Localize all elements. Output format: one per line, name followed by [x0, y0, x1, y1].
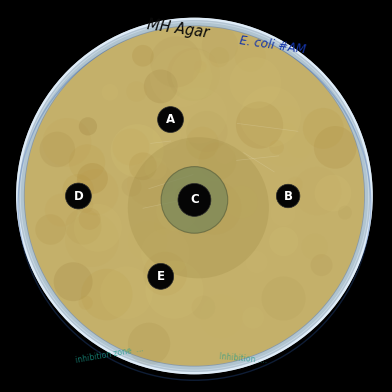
Circle shape — [269, 227, 298, 256]
Circle shape — [152, 121, 181, 150]
Circle shape — [16, 18, 373, 374]
Text: D: D — [74, 189, 83, 203]
Circle shape — [73, 169, 119, 215]
Circle shape — [315, 175, 351, 211]
Circle shape — [301, 234, 328, 260]
Circle shape — [77, 197, 93, 213]
Circle shape — [235, 41, 266, 72]
Circle shape — [45, 194, 78, 227]
Circle shape — [150, 36, 201, 87]
Circle shape — [25, 26, 364, 366]
Circle shape — [199, 143, 236, 180]
Circle shape — [16, 18, 373, 374]
Circle shape — [102, 84, 118, 101]
Circle shape — [236, 102, 283, 149]
Circle shape — [269, 140, 284, 154]
Circle shape — [193, 67, 213, 87]
Circle shape — [154, 214, 174, 234]
Circle shape — [77, 163, 108, 194]
Circle shape — [126, 82, 147, 102]
Circle shape — [18, 20, 370, 372]
Text: C: C — [190, 193, 199, 207]
Circle shape — [171, 87, 227, 143]
Circle shape — [113, 129, 149, 165]
Circle shape — [287, 134, 311, 158]
Circle shape — [111, 124, 164, 177]
Text: B: B — [284, 189, 292, 203]
Circle shape — [144, 69, 178, 103]
Text: Inhibition ....: Inhibition .... — [219, 352, 267, 365]
Circle shape — [186, 127, 219, 160]
Circle shape — [81, 269, 132, 320]
Circle shape — [230, 57, 281, 109]
Circle shape — [188, 181, 241, 234]
Circle shape — [156, 191, 198, 231]
Circle shape — [78, 296, 93, 310]
Circle shape — [79, 117, 97, 136]
Circle shape — [132, 45, 154, 67]
Text: E: E — [157, 270, 165, 283]
Circle shape — [35, 214, 66, 245]
Circle shape — [242, 307, 264, 328]
Circle shape — [40, 132, 75, 167]
Circle shape — [178, 183, 211, 216]
Circle shape — [171, 49, 221, 99]
Text: MH Agar: MH Agar — [146, 18, 211, 41]
Circle shape — [189, 186, 208, 205]
Circle shape — [21, 22, 368, 370]
Circle shape — [303, 108, 344, 149]
Circle shape — [314, 126, 357, 169]
Circle shape — [74, 204, 122, 252]
Circle shape — [209, 47, 229, 67]
Circle shape — [141, 229, 189, 277]
Circle shape — [200, 295, 243, 338]
Circle shape — [129, 152, 157, 180]
Circle shape — [128, 323, 170, 365]
Circle shape — [158, 107, 183, 132]
Circle shape — [225, 186, 258, 218]
Circle shape — [310, 254, 332, 276]
Circle shape — [270, 201, 296, 226]
Circle shape — [65, 183, 91, 209]
Text: A: A — [166, 113, 175, 126]
Circle shape — [63, 174, 94, 205]
Circle shape — [54, 262, 93, 301]
Circle shape — [287, 177, 303, 192]
Circle shape — [128, 137, 269, 278]
Text: E. coli #AM: E. coli #AM — [238, 34, 307, 56]
Circle shape — [79, 208, 101, 230]
Circle shape — [145, 261, 203, 319]
Circle shape — [246, 251, 268, 273]
Circle shape — [150, 45, 212, 107]
Circle shape — [160, 88, 178, 107]
Circle shape — [148, 263, 174, 289]
Circle shape — [338, 206, 352, 220]
Circle shape — [128, 221, 167, 260]
Circle shape — [65, 213, 119, 267]
Circle shape — [276, 184, 300, 208]
Circle shape — [161, 167, 228, 233]
Circle shape — [65, 208, 102, 245]
Circle shape — [181, 181, 194, 195]
Text: inhibition zone  ...: inhibition zone ... — [75, 344, 144, 365]
Circle shape — [194, 61, 207, 73]
Circle shape — [175, 187, 192, 204]
Circle shape — [143, 252, 187, 296]
Circle shape — [166, 111, 180, 124]
Circle shape — [145, 157, 167, 180]
Circle shape — [127, 160, 174, 207]
Circle shape — [100, 267, 153, 319]
Circle shape — [43, 118, 91, 167]
Circle shape — [240, 86, 301, 147]
Circle shape — [69, 144, 105, 181]
